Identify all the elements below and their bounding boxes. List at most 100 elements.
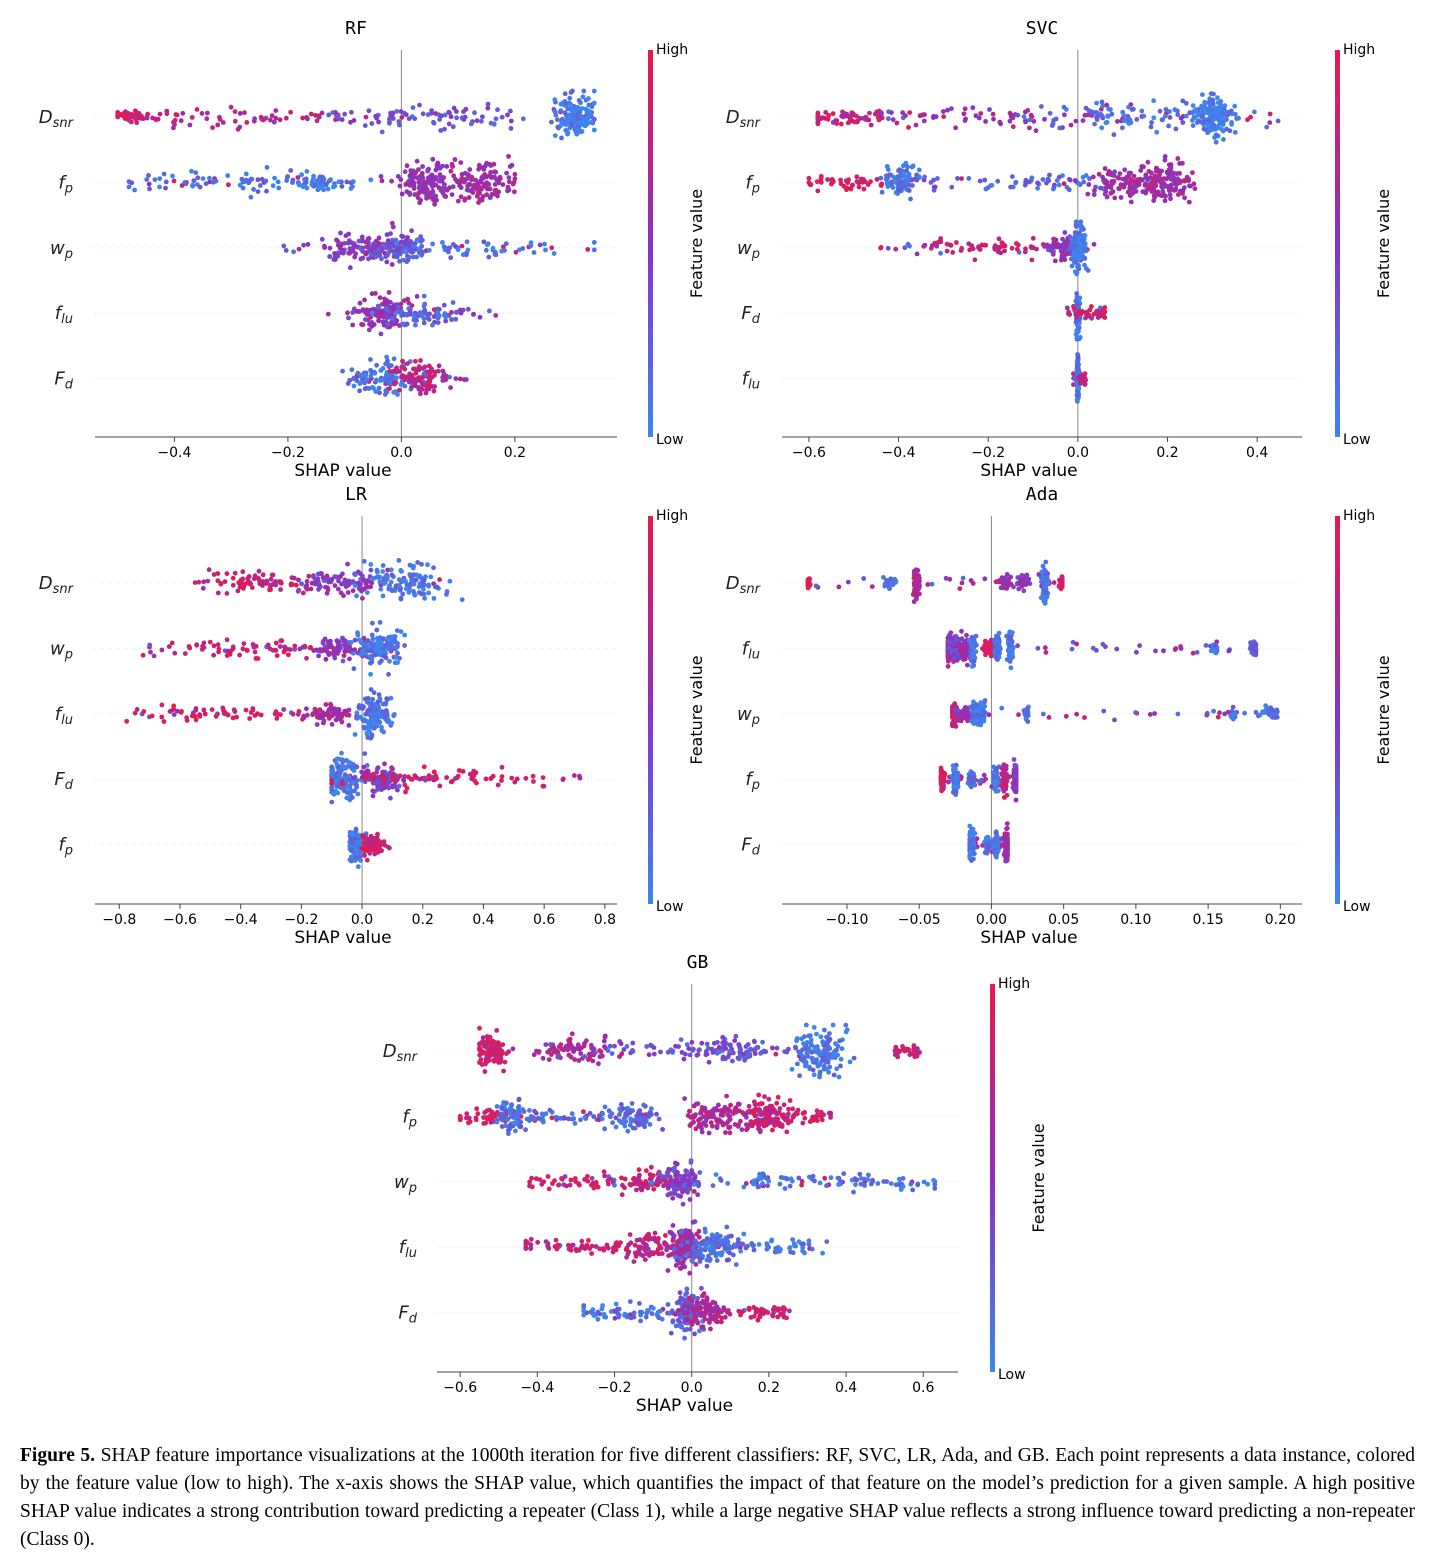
x-tick-label: −0.10 — [826, 912, 869, 928]
shap-point — [377, 620, 383, 625]
shap-point — [321, 718, 327, 724]
shap-point — [417, 176, 423, 182]
shap-point — [405, 235, 410, 240]
shap-point — [430, 188, 436, 194]
shap-point — [1073, 319, 1079, 325]
shap-point — [505, 188, 510, 194]
shap-point — [370, 777, 376, 783]
shap-point — [921, 118, 927, 124]
shap-point — [354, 710, 360, 716]
shap-point — [1139, 164, 1145, 169]
shap-point — [490, 245, 496, 251]
shap-point — [386, 785, 392, 791]
shap-point — [390, 645, 396, 651]
shap-point — [248, 194, 254, 200]
shap-point — [394, 369, 399, 374]
shap-point — [171, 712, 177, 717]
shap-point — [563, 119, 568, 125]
shap-point — [889, 110, 894, 115]
shap-point — [467, 167, 473, 172]
shap-point — [1138, 168, 1144, 173]
shap-point — [815, 188, 821, 194]
shap-point — [352, 788, 357, 794]
shap-point — [388, 695, 394, 701]
shap-point — [1091, 192, 1097, 198]
shap-point — [329, 769, 335, 774]
shap-point — [377, 579, 383, 584]
feature-dots-fd — [340, 354, 469, 397]
shap-point — [1205, 130, 1210, 136]
shap-point — [1139, 177, 1145, 183]
shap-point — [465, 247, 471, 253]
shap-point — [356, 309, 362, 314]
shap-point — [960, 649, 966, 655]
shap-point — [157, 111, 163, 117]
shap-point — [1082, 256, 1088, 261]
shap-point — [1041, 581, 1046, 587]
shap-point — [1192, 186, 1198, 192]
shap-point — [885, 245, 891, 251]
shap-point — [397, 773, 403, 779]
shap-point — [1088, 110, 1094, 115]
shap-point — [520, 246, 526, 251]
shap-point — [1103, 189, 1109, 194]
shap-point — [352, 647, 358, 653]
shap-point — [159, 702, 165, 708]
shap-point — [576, 98, 582, 103]
shap-point — [472, 110, 477, 116]
shap-point — [171, 706, 177, 712]
shap-point — [216, 649, 222, 655]
shap-point — [389, 720, 395, 726]
shap-point — [365, 768, 370, 774]
shap-point — [394, 628, 400, 633]
shap-point — [1109, 179, 1114, 184]
shap-point — [481, 239, 487, 245]
shap-point — [1035, 180, 1040, 186]
shap-point — [361, 558, 367, 564]
shap-point — [406, 254, 412, 260]
shap-point — [362, 386, 368, 392]
shap-point — [403, 586, 409, 592]
shap-point — [485, 105, 491, 111]
shap-point — [393, 310, 398, 316]
shap-point — [412, 366, 418, 372]
shap-point — [1222, 103, 1228, 109]
shap-point — [1264, 124, 1270, 130]
shap-point — [195, 175, 201, 181]
shap-point — [230, 582, 236, 588]
shap-point — [549, 119, 554, 125]
shap-point — [346, 315, 351, 321]
shap-point — [300, 115, 306, 121]
shap-point — [1021, 576, 1027, 582]
shap-point — [1052, 258, 1058, 264]
shap-point — [1081, 377, 1087, 382]
shap-point — [978, 111, 984, 116]
shap-point — [375, 313, 380, 319]
chart-title: LR — [345, 484, 367, 505]
shap-point — [272, 579, 278, 585]
shap-point — [299, 172, 304, 178]
shap-point — [336, 783, 341, 789]
shap-point — [251, 118, 257, 124]
shap-point — [387, 658, 392, 664]
shap-point — [257, 183, 263, 188]
shap-point — [385, 244, 391, 249]
shap-point — [1167, 115, 1173, 120]
shap-point — [424, 187, 430, 192]
shap-point — [344, 712, 349, 718]
shap-point — [340, 571, 345, 577]
shap-point — [388, 795, 393, 801]
shap-point — [389, 220, 395, 226]
shap-point — [410, 565, 416, 571]
shap-point — [356, 714, 362, 720]
shap-point — [189, 168, 194, 174]
shap-point — [316, 587, 321, 592]
shap-point — [336, 707, 342, 712]
shap-point — [1102, 315, 1108, 320]
shap-point — [1143, 175, 1149, 180]
shap-point — [530, 773, 536, 779]
shap-point — [1126, 104, 1131, 110]
shap-point — [354, 840, 359, 845]
shap-point — [1051, 186, 1056, 192]
